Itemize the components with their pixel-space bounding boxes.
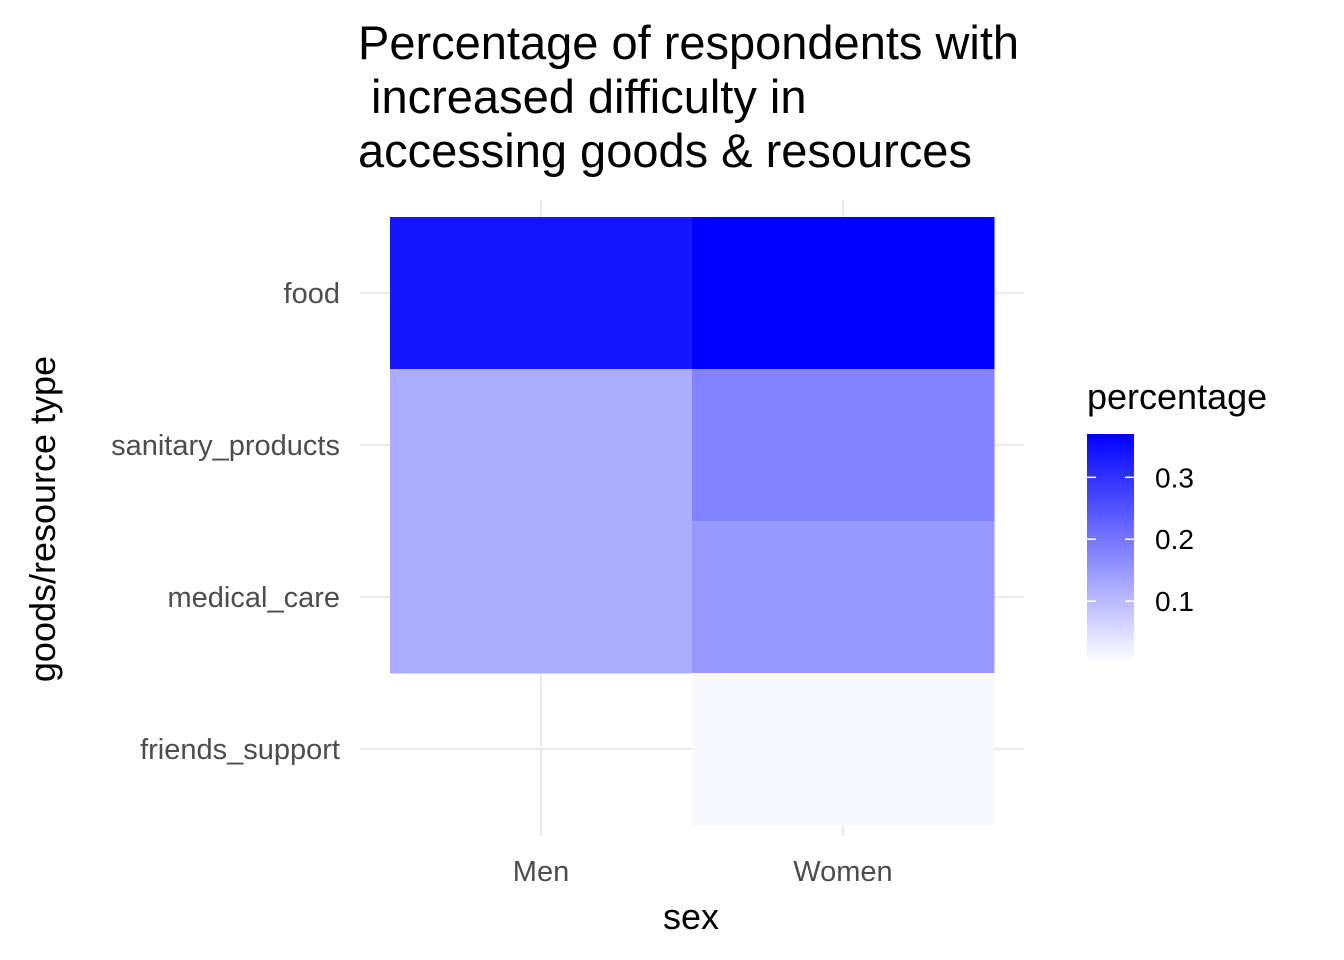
x-axis-title: sex: [663, 896, 719, 937]
legend-title: percentage: [1087, 376, 1267, 417]
heatmap-cell-friends-support-women: [692, 673, 995, 826]
chart-title: Percentage of respondents with increased…: [358, 16, 1020, 177]
heatmap-cell-sanitary-products-men: [390, 369, 693, 522]
heatmap-cell-sanitary-products-women: [692, 369, 995, 522]
heatmap-cell-food-women: [692, 217, 995, 370]
y-axis-title: goods/resource type: [22, 356, 63, 682]
x-tick-label: Women: [793, 856, 892, 888]
y-tick-label: sanitary_products: [111, 430, 340, 462]
heatmap-cell-food-men: [390, 217, 693, 370]
legend-tick-label: 0.2: [1155, 524, 1194, 555]
x-tick-label: Men: [513, 856, 569, 888]
legend-tick-label: 0.3: [1155, 462, 1194, 493]
x-axis-ticks: Men Women: [513, 856, 893, 888]
heatmap-cell-medical-care-women: [692, 521, 995, 674]
y-tick-label: food: [284, 278, 340, 310]
legend-tick-label: 0.1: [1155, 586, 1194, 617]
heatmap-cell-medical-care-men: [390, 521, 693, 674]
legend-colorbar: [1087, 434, 1134, 663]
legend-ticks: 0.1 0.2 0.3: [1087, 462, 1194, 617]
y-axis-ticks: food sanitary_products medical_carefriends…: [111, 278, 340, 766]
y-tick-label: friends_support: [140, 734, 340, 766]
color-legend: percentage 0.1 0.2 0.3: [1087, 376, 1267, 663]
heatmap-cells: [390, 217, 995, 826]
y-tick-label: medical_care: [168, 582, 340, 614]
